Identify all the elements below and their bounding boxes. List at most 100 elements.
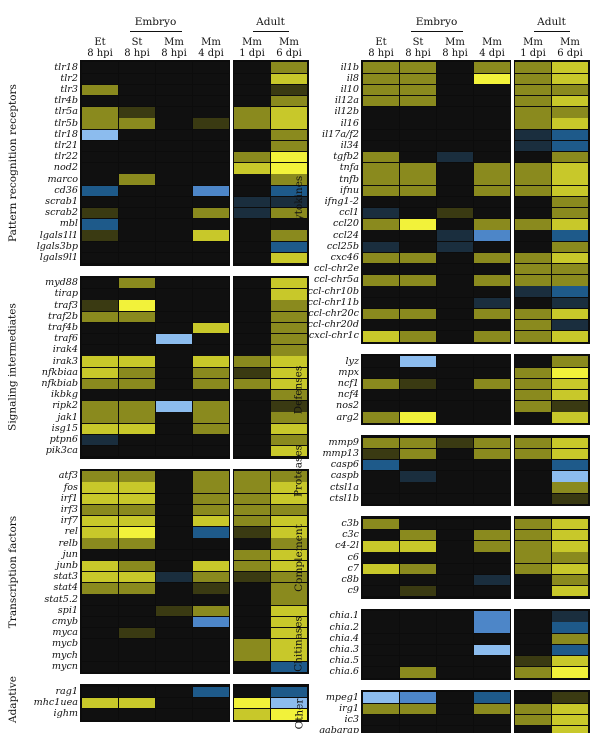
heatmap-cell: [363, 703, 399, 715]
heatmap-cell: [363, 378, 399, 390]
heatmap-cell: [271, 311, 307, 323]
heatmap-cell: [193, 151, 229, 163]
heatmap-cell: [234, 219, 270, 230]
heatmap-cell: [437, 563, 473, 575]
embryo-adult-divider: [229, 275, 233, 459]
heatmap-cell: [193, 107, 229, 118]
heatmap-cell: [119, 616, 155, 628]
heatmap-cell: [552, 518, 588, 530]
heatmap-cell: [400, 263, 436, 275]
heatmap-cell: [474, 219, 510, 230]
column-header: Mm 8 hpi: [156, 37, 192, 59]
gene-label: chia.5: [329, 655, 360, 667]
heatmap-cell: [400, 163, 436, 174]
gene-label: ccl-chr5a: [313, 274, 359, 286]
heatmap-cell: [515, 448, 551, 460]
gene-label: tnfb: [339, 173, 359, 185]
heatmap-cell: [82, 219, 118, 230]
heatmap-cell: [156, 549, 192, 561]
heatmap-cell: [400, 107, 436, 118]
heatmap-cell: [474, 655, 510, 667]
gene-label: gabarap: [318, 725, 359, 733]
heatmap-cell: [156, 300, 192, 311]
column-header: Et 8 hpi: [363, 37, 399, 59]
gene-label: cxc46: [330, 252, 359, 263]
column-header: Mm 6 dpi: [552, 37, 588, 59]
heatmap-cell: [193, 241, 229, 253]
heatmap-cell: [515, 129, 551, 141]
heatmap-cell: [437, 692, 473, 703]
heatmap-cell: [363, 174, 399, 185]
heatmap-cell: [193, 493, 229, 505]
heatmap-cell: [119, 412, 155, 423]
heatmap-cell: [119, 300, 155, 311]
heatmap-cell: [119, 389, 155, 401]
heatmap-cell: [474, 541, 510, 552]
heatmap-cell: [363, 319, 399, 331]
column-header: St 8 hpi: [400, 37, 436, 59]
heatmap-cell: [119, 571, 155, 583]
heatmap-cell: [474, 129, 510, 141]
heatmap-cell: [271, 504, 307, 516]
gene-label: mycn: [51, 660, 78, 672]
heatmap-cell: [119, 594, 155, 605]
heatmap-cell: [156, 185, 192, 197]
heatmap-cell: [552, 412, 588, 423]
embryo-adult-divider: [229, 684, 233, 722]
heatmap-cell: [552, 471, 588, 482]
heatmap-cell: [437, 73, 473, 85]
heatmap-cell: [271, 129, 307, 141]
gene-label: relb: [58, 537, 78, 549]
heatmap-cell: [552, 73, 588, 85]
heatmap-cell: [400, 518, 436, 530]
gene-label: rag1: [55, 686, 78, 697]
gene-label: il12b: [334, 106, 360, 118]
column-header: Mm 4 dpi: [193, 37, 229, 59]
heatmap-cell: [156, 73, 192, 85]
heatmap-cell: [552, 297, 588, 309]
heatmap-cell: [234, 378, 270, 390]
heatmap-cell: [363, 331, 399, 342]
heatmap-cell: [363, 84, 399, 96]
heatmap-cell: [193, 471, 229, 482]
heatmap-cell: [363, 275, 399, 286]
heatmap-cell: [156, 493, 192, 505]
heatmap-cell: [437, 367, 473, 379]
heatmap-cell: [515, 412, 551, 423]
gene-label: tlr2: [60, 72, 78, 84]
gene-label: tlr21: [54, 140, 78, 151]
heatmap-cell: [363, 308, 399, 320]
heatmap-cell: [234, 482, 270, 493]
heatmap-cell: [82, 627, 118, 639]
heatmap-cell: [193, 84, 229, 96]
heatmap-cell: [271, 289, 307, 300]
heatmap-cell: [363, 692, 399, 703]
heatmap-cell: [363, 230, 399, 241]
heatmap-cell: [193, 73, 229, 85]
gene-label: nos2: [336, 400, 359, 412]
heatmap-cell: [156, 504, 192, 516]
heatmap-cell: [363, 585, 399, 597]
heatmap-cell: [363, 286, 399, 297]
heatmap-cell: [234, 129, 270, 141]
gene-label: il17a/f2: [322, 128, 359, 140]
heatmap-cell: [234, 650, 270, 661]
heatmap-cell: [119, 322, 155, 334]
heatmap-cell: [193, 605, 229, 617]
heatmap-cell: [400, 667, 436, 678]
heatmap-cell: [437, 541, 473, 552]
column-header: St 8 hpi: [119, 37, 155, 59]
heatmap-cell: [193, 62, 229, 73]
heatmap-cell: [437, 574, 473, 586]
heatmap-cell: [119, 163, 155, 174]
heatmap-cell: [515, 518, 551, 530]
embryo-adult-divider: [510, 435, 514, 507]
heatmap-cell: [82, 697, 118, 709]
heatmap-cell: [271, 196, 307, 208]
heatmap-cell: [82, 527, 118, 538]
embryo-adult-divider: [510, 516, 514, 599]
heatmap-cell: [119, 560, 155, 572]
heatmap-cell: [437, 518, 473, 530]
heatmap-cell: [193, 515, 229, 527]
heatmap-cell: [515, 541, 551, 552]
